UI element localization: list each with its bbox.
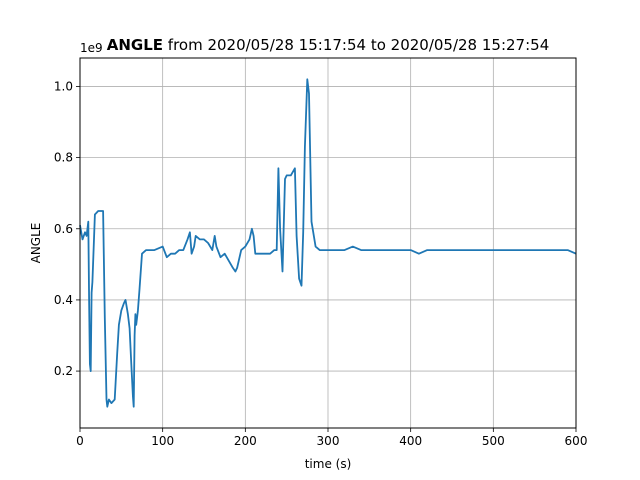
x-tick-label: 600: [565, 434, 588, 448]
x-tick-label: 0: [76, 434, 84, 448]
y-tick-label: 0.2: [54, 364, 73, 378]
x-tick-label: 400: [399, 434, 422, 448]
grid: [79, 58, 577, 428]
y-tick-label: 0.6: [54, 222, 73, 236]
y-tick-label: 0.4: [54, 293, 73, 307]
chart-title-rest: from 2020/05/28 15:17:54 to 2020/05/28 1…: [163, 36, 549, 54]
x-tick-label: 200: [234, 434, 257, 448]
chart-title-bold: ANGLE: [107, 36, 163, 54]
y-tick-label: 1.0: [54, 79, 73, 93]
x-axis-label: time (s): [305, 457, 352, 471]
x-tick-label: 300: [317, 434, 340, 448]
x-tick-label: 500: [482, 434, 505, 448]
series-layer: [79, 78, 577, 408]
chart-title: ANGLE from 2020/05/28 15:17:54 to 2020/0…: [107, 36, 550, 54]
series-line: [79, 78, 577, 408]
y-axis-label: ANGLE: [29, 223, 43, 264]
y-axis: 0.2 0.4 0.6 0.8 1.0: [54, 79, 80, 378]
x-tick-label: 100: [151, 434, 174, 448]
x-axis: 0 100 200 300 400 500 600: [76, 428, 587, 448]
y-offset-label: 1e9: [80, 41, 103, 55]
y-tick-label: 0.8: [54, 151, 73, 165]
